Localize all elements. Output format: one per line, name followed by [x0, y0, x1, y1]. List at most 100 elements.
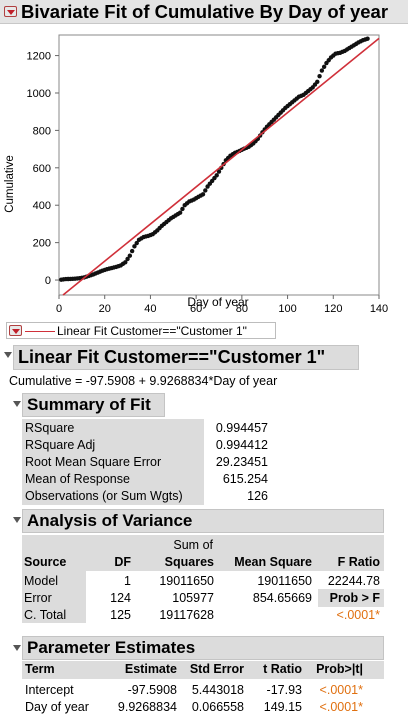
x-tick-label: 140 — [370, 303, 388, 315]
red-triangle-menu-icon[interactable] — [4, 6, 17, 17]
anova-cell-ss: 105977 — [172, 591, 214, 605]
col-header-stderr: Std Error — [189, 662, 244, 676]
anova-cell-f: Prob > F — [329, 591, 380, 605]
data-point — [315, 79, 320, 84]
data-point — [180, 206, 185, 212]
y-tick-label: 1200 — [27, 51, 51, 63]
anova-cell-source: Error — [24, 591, 52, 605]
summary-label: Root Mean Square Error — [25, 455, 162, 469]
summary-value: 126 — [247, 489, 268, 503]
data-point — [216, 169, 222, 174]
col-header-estimate: Estimate — [124, 662, 177, 676]
disclosure-triangle-icon[interactable] — [4, 352, 12, 358]
legend-fit-row[interactable]: Linear Fit Customer=="Customer 1" — [6, 322, 276, 339]
linear-fit-header: Linear Fit Customer=="Customer 1" — [13, 345, 359, 370]
summary-label-column — [22, 419, 204, 505]
anova-cell-ss: 19117628 — [159, 608, 214, 622]
col-header-df: DF — [114, 555, 131, 569]
anova-header: Analysis of Variance — [22, 509, 384, 533]
data-point — [214, 173, 219, 178]
params-title: Parameter Estimates — [27, 638, 196, 657]
bivariate-plot: 0 20 40 60 80 100 120 140 0 200 400 600 800 1000 1200… — [4, 34, 388, 315]
disclosure-triangle-icon[interactable] — [13, 645, 21, 651]
x-tick-label: 100 — [278, 303, 296, 315]
data-point — [134, 240, 139, 246]
col-header-fratio: F Ratio — [337, 555, 380, 569]
anova-header-bg — [22, 535, 384, 571]
fit-line-swatch — [25, 331, 55, 332]
fit-options-menu-icon[interactable] — [9, 325, 22, 336]
param-cell-t: 149.15 — [263, 700, 302, 714]
summary-header: Summary of Fit — [22, 393, 165, 417]
data-point — [321, 64, 327, 69]
anova-cell-source: Model — [24, 574, 59, 588]
anova-cell-ms: 19011650 — [257, 574, 312, 588]
anova-cell-source: C. Total — [24, 608, 67, 622]
data-point — [203, 188, 208, 193]
anova-cell-f: 22244.78 — [327, 574, 380, 588]
fit-line — [62, 37, 380, 296]
linear-fit-title: Linear Fit Customer=="Customer 1" — [18, 347, 326, 367]
x-tick-label: 20 — [99, 303, 111, 315]
col-header-sumsq-1: Sum of — [173, 538, 213, 552]
anova-title: Analysis of Variance — [27, 511, 193, 530]
params-header-bg — [22, 661, 384, 679]
summary-value: 29.23451 — [215, 455, 268, 469]
anova-prob-label-bg — [318, 589, 384, 607]
x-tick-label: 80 — [236, 303, 248, 315]
params-header: Parameter Estimates — [22, 636, 384, 660]
x-axis-label: Day of year — [187, 295, 248, 309]
summary-value: 615.254 — [222, 472, 268, 486]
anova-cell-df: 125 — [110, 608, 131, 622]
anova-cell-ms: 854.65669 — [252, 591, 312, 605]
data-point — [129, 248, 135, 254]
data-point — [127, 253, 133, 258]
x-tick-label: 40 — [144, 303, 156, 315]
param-cell-term: Intercept — [25, 683, 74, 697]
data-point — [177, 210, 183, 215]
y-tick-label: 800 — [33, 125, 51, 137]
param-cell-est: 9.9268834 — [117, 700, 177, 714]
y-tick-label: 200 — [33, 238, 51, 250]
col-header-prob: Prob>|t| — [316, 662, 363, 676]
param-cell-est: -97.5908 — [127, 683, 177, 697]
summary-label: RSquare Adj — [25, 438, 96, 452]
anova-cell-ss: 19011650 — [159, 574, 214, 588]
data-point — [317, 73, 322, 79]
summary-label: Observations (or Sum Wgts) — [25, 489, 183, 503]
summary-value: 0.994457 — [215, 421, 268, 435]
report-title-bar: Bivariate Fit of Cumulative By Day of ye… — [0, 0, 408, 24]
summary-value: 0.994412 — [215, 438, 268, 452]
x-tick-label: 0 — [56, 303, 62, 315]
summary-label: RSquare — [25, 421, 75, 435]
anova-source-column — [22, 571, 86, 623]
y-tick-label: 400 — [33, 200, 51, 212]
param-cell-t: -17.93 — [266, 683, 302, 697]
y-tick-label: 1000 — [27, 88, 51, 100]
fit-equation: Cumulative = -97.5908 + 9.9268834*Day of… — [9, 374, 278, 388]
data-point — [123, 260, 128, 265]
disclosure-triangle-icon[interactable] — [13, 401, 21, 407]
x-tick-label: 120 — [324, 303, 342, 315]
y-axis-label: Cumulative — [4, 155, 16, 213]
data-point — [125, 256, 130, 262]
col-header-tratio: t Ratio — [263, 662, 302, 676]
param-cell-se: 0.066558 — [191, 700, 244, 714]
anova-cell-df: 1 — [124, 574, 131, 588]
param-cell-p: <.0001* — [319, 700, 363, 714]
col-header-term: Term — [25, 662, 55, 676]
param-cell-p: <.0001* — [319, 683, 363, 697]
data-point — [200, 192, 206, 197]
data-point — [365, 36, 370, 41]
anova-cell-f: <.0001* — [336, 608, 380, 622]
data-point — [319, 68, 325, 73]
disclosure-triangle-icon[interactable] — [13, 517, 21, 523]
col-header-source: Source — [24, 555, 67, 569]
y-tick-label: 0 — [45, 275, 51, 287]
col-header-meansq: Mean Square — [234, 555, 312, 569]
x-tick-label: 60 — [190, 303, 202, 315]
plot-frame — [58, 34, 380, 296]
summary-label: Mean of Response — [25, 472, 130, 486]
col-header-sumsq-2: Squares — [164, 555, 214, 569]
param-cell-se: 5.443018 — [191, 683, 244, 697]
